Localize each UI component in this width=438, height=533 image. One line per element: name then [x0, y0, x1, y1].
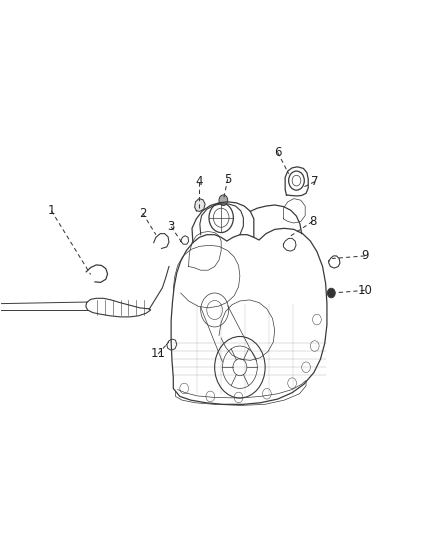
Text: 10: 10 — [357, 284, 372, 297]
Polygon shape — [194, 199, 205, 212]
Text: 8: 8 — [309, 215, 316, 228]
Circle shape — [219, 195, 228, 206]
Text: 4: 4 — [196, 175, 203, 188]
Text: 11: 11 — [151, 348, 166, 360]
Text: 9: 9 — [361, 249, 368, 262]
Text: 2: 2 — [139, 207, 147, 220]
Circle shape — [327, 288, 335, 298]
Text: 1: 1 — [48, 204, 55, 217]
Text: 5: 5 — [224, 173, 231, 185]
Text: 6: 6 — [274, 146, 282, 159]
Text: 7: 7 — [311, 175, 318, 188]
Text: 3: 3 — [167, 220, 175, 233]
